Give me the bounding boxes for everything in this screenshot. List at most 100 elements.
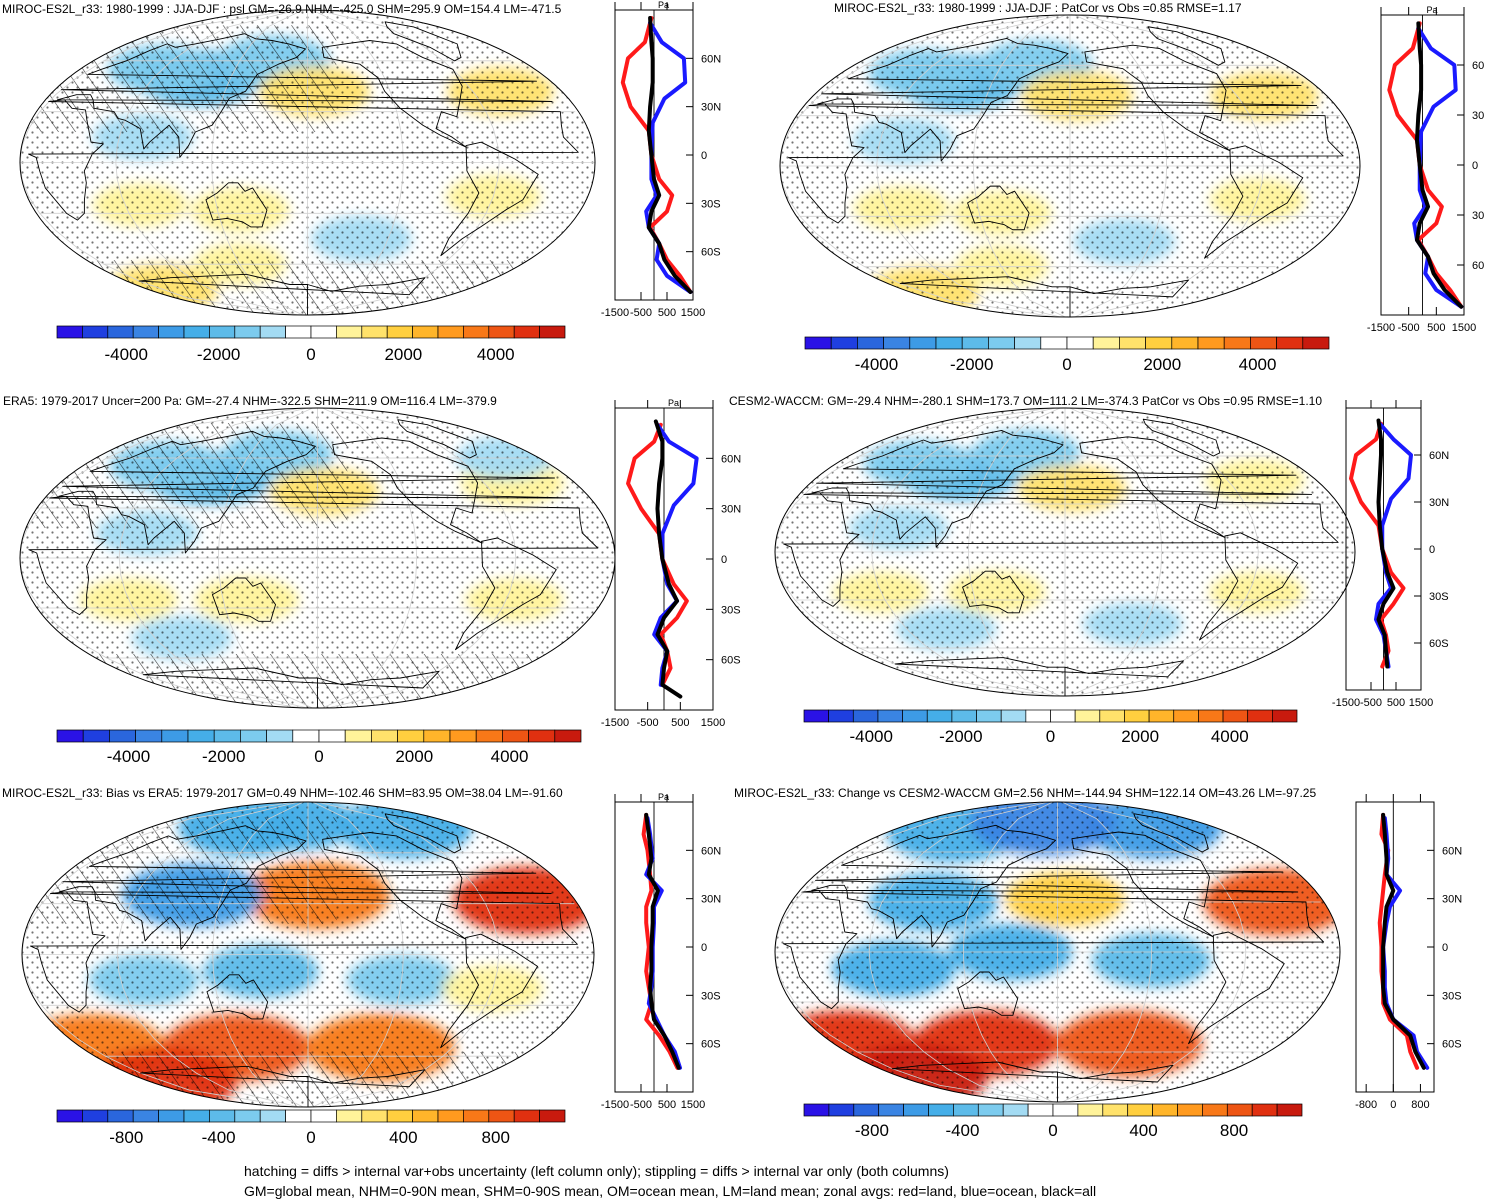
map-field	[775, 408, 1355, 696]
colorbar-box	[397, 729, 425, 743]
colorbar-box	[1040, 336, 1068, 350]
coastline	[788, 103, 1344, 224]
land-mean-line	[626, 422, 689, 687]
coastline	[28, 99, 579, 221]
colorbar-box	[1197, 336, 1225, 350]
map-border	[779, 14, 1361, 318]
colorbar-5: -800 -400 0 400 800	[56, 1109, 566, 1147]
lat-tick-label: 60N	[1442, 845, 1462, 857]
coastline	[1147, 26, 1226, 66]
colorbar-box	[976, 709, 1002, 723]
colorbar-box	[209, 325, 236, 339]
profile-unit-label: Pa	[1427, 5, 1438, 15]
colorbar-box	[386, 1109, 413, 1123]
graticule-line	[322, 408, 418, 708]
colorbar-tick-label: 400	[389, 1128, 417, 1147]
graticule-line	[775, 408, 1051, 696]
colorbar-box	[1066, 336, 1094, 350]
x-tick-label: 500	[671, 717, 689, 729]
colorbar-box	[1025, 709, 1051, 723]
lat-tick-label: 60N	[1429, 450, 1449, 462]
colorbar-tick-label: 2000	[1121, 727, 1159, 746]
graticule-line	[1074, 408, 1259, 696]
colorbar-box	[1002, 1103, 1029, 1117]
graticule-line	[1062, 802, 1153, 1102]
coastline	[1084, 44, 1231, 152]
colorbar-box	[830, 336, 858, 350]
colorbar-box	[132, 1109, 159, 1123]
coastline	[56, 33, 553, 158]
all-mean-line	[653, 419, 683, 699]
coastline	[1133, 813, 1209, 853]
colorbar-box	[1027, 1103, 1054, 1117]
colorbar-tick-label: 800	[1220, 1121, 1248, 1140]
x-tick-label: 500	[1387, 697, 1405, 709]
colorbar-box	[961, 336, 989, 350]
lat-tick-label: 30S	[701, 990, 721, 1002]
colorbar-box	[1077, 1103, 1104, 1117]
coastline	[782, 889, 1325, 1010]
lat-tick-label: 30	[1472, 210, 1484, 222]
colorbar-tick-label: 400	[1129, 1121, 1157, 1140]
colorbar-box	[1251, 1103, 1278, 1117]
coastline	[783, 492, 1339, 607]
lat-tick-label: 60S	[701, 1039, 721, 1051]
x-tick-label: 500	[1427, 322, 1445, 334]
map-panel-4: CESM2-WACCM: GM=-29.4 NHM=-280.1 SHM=173…	[729, 394, 1356, 697]
graticule-line	[316, 10, 500, 315]
colorbar-box	[803, 709, 829, 723]
coastline	[384, 813, 462, 854]
panel-title: MIROC-ES2L_r33: 1980-1999 : JJA-DJF : ps…	[2, 2, 562, 16]
colorbar-box	[1000, 709, 1027, 723]
colorbar-tick-label: -800	[855, 1121, 889, 1140]
colorbar-box	[1050, 709, 1076, 723]
colorbar-box	[1127, 1103, 1153, 1117]
lat-tick-label: 30	[1472, 110, 1484, 122]
x-tick-label: -1500	[1367, 322, 1395, 334]
zonal-profile-6: -800 0 800 60N 30N 0 30S 60S	[1355, 794, 1462, 1111]
coastline	[957, 971, 1019, 1016]
x-tick-label: -500	[1360, 697, 1382, 709]
footnote-line-2: GM=global mean, NHM=0-90N mean, SHM=0-90…	[244, 1183, 1097, 1199]
colorbar-box	[883, 336, 911, 350]
lat-tick-label: 30S	[721, 604, 741, 616]
map-border	[19, 9, 596, 316]
lat-tick-label: 0	[1442, 942, 1448, 954]
lat-tick-label: 0	[721, 554, 727, 566]
lat-tick-label: 30N	[701, 894, 721, 906]
x-tick-label: 1500	[1452, 322, 1476, 334]
graticule-line	[20, 10, 294, 315]
colorbar-box	[463, 1109, 490, 1123]
all-mean-line	[646, 16, 693, 294]
graticule-line	[312, 802, 404, 1107]
colorbar-box	[234, 325, 261, 339]
colorbar-box	[828, 709, 854, 723]
profile-unit-label: Pa	[658, 0, 669, 10]
coastline	[384, 21, 462, 62]
lat-tick-label: 60N	[701, 53, 721, 65]
colorbar-box	[183, 325, 210, 339]
colorbar-box	[56, 1109, 83, 1123]
graticule-line	[312, 10, 404, 315]
colorbar-box	[1152, 1103, 1178, 1117]
colorbar-tick-label: 0	[1048, 1121, 1057, 1140]
profile-frame	[1355, 801, 1435, 1093]
colorbar-tick-label: 2000	[1143, 355, 1181, 374]
coastline	[58, 430, 571, 554]
colorbar-tick-label: 4000	[477, 345, 515, 364]
map-panel-2: MIROC-ES2L_r33: 1980-1999 : JJA-DJF : Pa…	[779, 1, 1361, 318]
colorbar-tick-label: -2000	[950, 355, 993, 374]
colorbar-box	[107, 1109, 134, 1123]
colorbar-box	[371, 729, 398, 743]
coastline	[1204, 145, 1304, 259]
colorbar-box	[513, 325, 540, 339]
colorbar-box	[259, 325, 286, 339]
colorbar-box	[213, 729, 241, 743]
colorbar-box	[1014, 336, 1042, 350]
colorbar-tick-label: -4000	[849, 727, 892, 746]
colorbar-box	[1119, 336, 1146, 350]
coastline	[30, 891, 578, 1013]
colorbar-box	[935, 336, 963, 350]
lat-tick-label: 0	[1472, 160, 1478, 172]
colorbar-tick-label: 0	[1062, 355, 1071, 374]
